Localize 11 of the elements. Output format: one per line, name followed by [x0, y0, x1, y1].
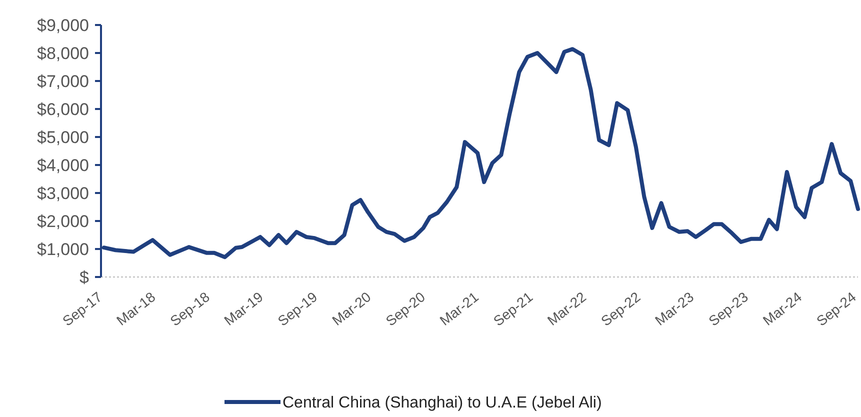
- y-tick-label: $9,000: [37, 16, 89, 35]
- y-tick-label: $2,000: [37, 212, 89, 231]
- y-tick-label: $6,000: [37, 100, 89, 119]
- y-tick-label: $5,000: [37, 128, 89, 147]
- legend-label: Central China (Shanghai) to U.A.E (Jebel Ali): [282, 394, 602, 412]
- y-tick-label: $1,000: [37, 240, 89, 259]
- y-tick-label: $8,000: [37, 44, 89, 63]
- y-tick-label: $4,000: [37, 156, 89, 175]
- y-tick-label: $: [80, 268, 90, 287]
- y-tick-label: $7,000: [37, 72, 89, 91]
- y-tick-label: $3,000: [37, 184, 89, 203]
